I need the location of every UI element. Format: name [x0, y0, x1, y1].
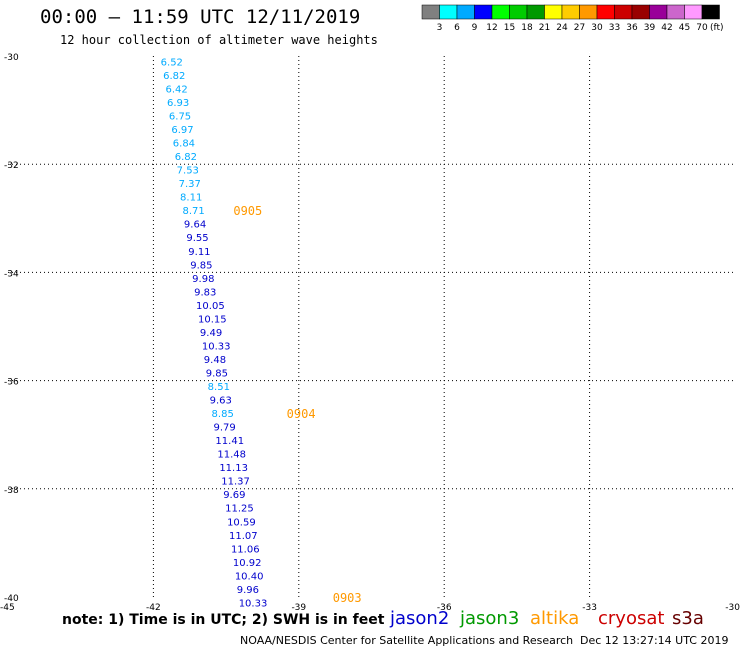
wave-height-point: 9.85	[206, 368, 228, 379]
x-tick-label: -33	[582, 603, 597, 613]
chart-subtitle: 12 hour collection of altimeter wave hei…	[60, 33, 378, 47]
wave-height-point: 11.13	[219, 463, 248, 474]
color-scale-label: 39	[644, 23, 656, 33]
wave-height-point: 9.49	[200, 328, 222, 339]
wave-height-point: 11.41	[215, 436, 244, 447]
y-tick-label: -30	[4, 53, 19, 63]
wave-height-point: 9.69	[223, 490, 245, 501]
color-scale-label: 12	[486, 23, 497, 33]
y-tick-label: -32	[4, 161, 19, 171]
wave-height-point: 6.82	[175, 152, 197, 163]
wave-height-point: 10.05	[196, 301, 225, 312]
y-tick-label: -34	[4, 269, 19, 279]
wave-height-point: 9.85	[190, 260, 212, 271]
wave-height-point: 10.15	[198, 314, 227, 325]
wave-height-point: 6.82	[163, 71, 185, 82]
x-tick-label: -45	[0, 603, 15, 613]
wave-height-point: 9.98	[192, 274, 214, 285]
color-scale-label: 33	[609, 23, 620, 33]
satellite-label-altika: altika	[530, 608, 580, 629]
color-scale-label: 21	[539, 23, 550, 33]
satellite-label-jason2: jason2	[390, 608, 450, 629]
wave-height-point: 6.97	[171, 125, 193, 136]
color-scale-legend: 3 6 9 12 15 18 21 24 27 30 33 36 39 42 45 70 (ft)	[421, 4, 724, 33]
color-scale-label: 45	[679, 23, 690, 33]
wave-height-point: 6.75	[169, 112, 191, 123]
note-text: note: 1) Time is in UTC; 2) SWH is in fe…	[62, 612, 385, 628]
wave-height-point: 6.93	[167, 98, 189, 109]
color-scale-label: 42	[661, 23, 672, 33]
wave-height-point: 10.92	[233, 558, 262, 569]
y-tick-label: -40	[4, 594, 19, 604]
y-tick-label: -36	[4, 378, 19, 388]
pass-time-label: 0903	[333, 591, 362, 605]
wave-height-point: 8.85	[212, 409, 234, 420]
color-scale-label: 18	[521, 23, 533, 33]
color-scale-label: 36	[626, 23, 638, 33]
satellite-label-cryosat: cryosat	[598, 608, 665, 629]
y-tick-label: -38	[4, 486, 19, 496]
wave-height-point: 9.64	[184, 220, 206, 231]
color-scale-label: 24	[556, 23, 568, 33]
wave-height-point: 11.06	[231, 544, 260, 555]
footer-credit: NOAA/NESDIS Center for Satellite Applica…	[240, 634, 574, 647]
wave-height-point: 7.37	[179, 179, 201, 190]
color-scale-label: 9	[472, 23, 478, 33]
wave-height-point: 11.07	[229, 531, 258, 542]
pass-time-label: 0904	[287, 407, 316, 421]
satellite-label-jason3: jason3	[460, 608, 520, 629]
wave-height-point: 11.48	[217, 450, 246, 461]
wave-height-point: 10.33	[202, 341, 231, 352]
wave-height-point: 6.84	[173, 139, 195, 150]
wave-height-point: 6.42	[166, 84, 188, 95]
page-title: 00:00 – 11:59 UTC 12/11/2019	[40, 6, 361, 28]
wave-height-point: 11.25	[225, 504, 254, 515]
pass-time-label: 0905	[233, 204, 262, 218]
x-tick-label: -42	[146, 603, 161, 613]
wave-height-point: 9.11	[188, 247, 210, 258]
wave-height-point: 8.71	[182, 206, 204, 217]
x-tick-label: -30	[725, 603, 740, 613]
wave-height-point: 9.63	[210, 396, 232, 407]
wave-height-point: 11.37	[221, 477, 250, 488]
satellite-label-s3a: s3a	[672, 608, 704, 629]
color-scale-label: 3	[437, 23, 443, 33]
wave-height-point: 8.11	[180, 193, 202, 204]
color-scale-label: 27	[574, 23, 585, 33]
wave-height-point: 9.83	[194, 287, 216, 298]
color-scale-label: 30	[591, 23, 603, 33]
wave-height-point: 9.55	[186, 233, 208, 244]
x-tick-label: -36	[437, 603, 452, 613]
color-scale-label: 15	[504, 23, 515, 33]
wave-height-point: 6.52	[161, 57, 183, 68]
footer-timestamp: Dec 12 13:27:14 UTC 2019	[580, 634, 729, 647]
wave-height-point: 9.96	[237, 585, 259, 596]
wave-height-point: 8.51	[208, 382, 230, 393]
color-scale-label: 70	[696, 23, 708, 33]
wave-height-point: 9.79	[213, 423, 235, 434]
wave-height-point: 10.40	[235, 571, 264, 582]
wave-height-point: 10.59	[227, 517, 256, 528]
x-tick-label: -39	[291, 603, 306, 613]
wave-height-point: 10.33	[239, 598, 268, 609]
color-scale-swatch	[701, 4, 720, 20]
color-scale-label: 6	[454, 23, 460, 33]
color-scale-unit: (ft)	[710, 23, 724, 33]
wave-height-point: 9.48	[204, 355, 226, 366]
wave-height-point: 7.53	[177, 166, 199, 177]
